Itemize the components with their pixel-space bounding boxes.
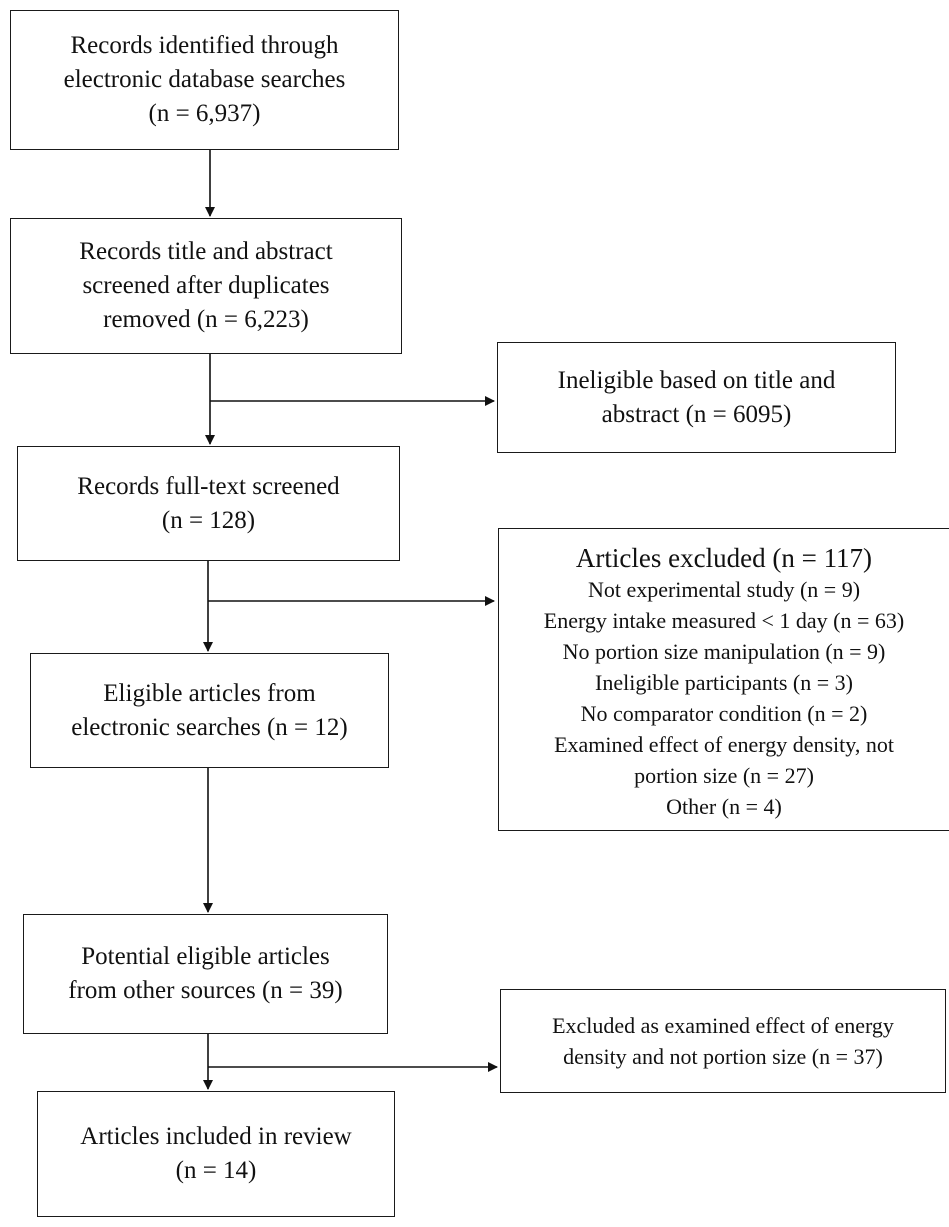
excluded-reason-5: No comparator condition (n = 2)	[580, 700, 868, 726]
ineligible-title-line-1: Ineligible based on title and	[557, 366, 836, 394]
fulltext-screened-line-2: (n = 128)	[161, 506, 256, 534]
excluded-density-line-1: Excluded as examined effect of energy	[552, 1013, 894, 1038]
articles-included-line-2: (n = 14)	[175, 1157, 257, 1184]
articles-included-line-1: Articles included in review	[80, 1123, 352, 1150]
records-identified-box: Records identified through electronic da…	[10, 10, 399, 150]
articles-included-box: Articles included in review (n = 14)	[37, 1091, 395, 1217]
excluded-reason-4: Ineligible participants (n = 3)	[595, 669, 853, 695]
records-identified-line-1: Records identified through	[70, 32, 339, 59]
other-sources-box: Potential eligible articles from other s…	[23, 914, 388, 1034]
records-screened-line-2: screened after duplicates	[82, 272, 330, 299]
ineligible-title-line-2: abstract (n = 6095)	[601, 400, 792, 428]
excluded-reason-7: portion size (n = 27)	[634, 762, 814, 788]
records-identified-line-3: (n = 6,937)	[148, 100, 261, 127]
excluded-reason-1: Not experimental study (n = 9)	[587, 576, 861, 602]
other-sources-line-2: from other sources (n = 39)	[68, 977, 343, 1004]
articles-excluded-box: Articles excluded (n = 117) Not experime…	[498, 528, 949, 831]
records-identified-line-2: electronic database searches	[63, 66, 346, 93]
excluded-reason-8: Other (n = 4)	[666, 793, 782, 819]
other-sources-line-1: Potential eligible articles	[81, 943, 330, 970]
eligible-articles-box: Eligible articles from electronic search…	[30, 653, 389, 768]
fulltext-screened-box: Records full-text screened (n = 128)	[17, 446, 400, 561]
excluded-reason-2: Energy intake measured < 1 day (n = 63)	[543, 607, 905, 633]
fulltext-screened-line-1: Records full-text screened	[77, 472, 340, 500]
eligible-articles-line-2: electronic searches (n = 12)	[71, 713, 348, 741]
records-screened-line-3: removed (n = 6,223)	[103, 306, 309, 333]
eligible-articles-line-1: Eligible articles from	[103, 679, 316, 707]
excluded-reason-3: No portion size manipulation (n = 9)	[562, 638, 886, 664]
excluded-density-box: Excluded as examined effect of energy de…	[500, 989, 946, 1093]
articles-excluded-title: Articles excluded (n = 117)	[575, 542, 873, 573]
excluded-reason-6: Examined effect of energy density, not	[554, 731, 894, 757]
ineligible-title-box: Ineligible based on title and abstract (…	[497, 342, 896, 453]
excluded-density-line-2: density and not portion size (n = 37)	[563, 1044, 883, 1069]
records-screened-box: Records title and abstract screened afte…	[10, 218, 402, 354]
records-screened-line-1: Records title and abstract	[79, 238, 333, 265]
